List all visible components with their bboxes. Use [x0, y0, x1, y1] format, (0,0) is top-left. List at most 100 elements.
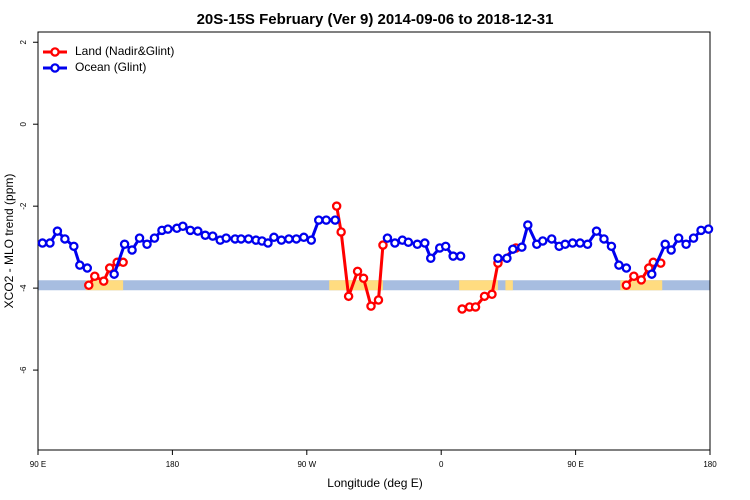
plot-frame	[37, 31, 711, 451]
x-tick-label: 90 E	[567, 460, 583, 469]
y-tick-label: -2	[19, 202, 28, 210]
x-tick-label: 90 E	[30, 460, 46, 469]
point	[457, 304, 467, 314]
point	[45, 238, 55, 248]
point	[546, 234, 557, 244]
point	[221, 233, 231, 243]
point	[673, 233, 684, 243]
point	[688, 233, 699, 243]
point	[614, 260, 624, 270]
point	[696, 225, 706, 236]
y-axis-title: XCO2 - MLO trend (ppm)	[2, 174, 16, 309]
point	[200, 230, 211, 241]
point	[336, 227, 346, 237]
point	[185, 225, 196, 236]
legend-label: Land (Nadir&Glint)	[75, 44, 174, 58]
point	[84, 280, 94, 291]
point	[599, 234, 609, 244]
point	[269, 232, 279, 243]
point	[75, 260, 85, 270]
point	[660, 239, 670, 250]
x-tick-label: 90 W	[297, 460, 316, 469]
point	[149, 233, 160, 243]
point	[343, 291, 354, 302]
point	[60, 234, 70, 244]
point	[299, 232, 309, 243]
point	[207, 231, 218, 241]
point	[621, 280, 632, 291]
point	[378, 240, 388, 250]
point	[82, 263, 93, 273]
point	[306, 235, 317, 245]
x-tick-label: 180	[703, 460, 717, 469]
point	[390, 238, 400, 248]
point	[98, 276, 109, 286]
point	[681, 239, 691, 250]
point	[321, 215, 331, 225]
point	[104, 263, 115, 273]
point	[448, 251, 458, 261]
point	[666, 245, 676, 255]
y-tick-label: 0	[19, 121, 28, 126]
point	[330, 215, 340, 225]
point	[134, 233, 145, 243]
point	[567, 238, 578, 248]
point	[263, 238, 273, 248]
point	[89, 271, 100, 281]
point	[523, 220, 533, 230]
point	[575, 238, 585, 248]
point	[37, 238, 48, 248]
point	[502, 253, 512, 263]
point	[127, 245, 137, 255]
point	[582, 239, 593, 250]
point	[629, 271, 639, 281]
point	[163, 224, 173, 234]
legend-marker	[50, 63, 60, 73]
point	[440, 241, 451, 252]
x-axis-title: Longitude (deg E)	[327, 476, 422, 490]
point	[178, 221, 188, 231]
point	[412, 239, 423, 250]
point	[636, 275, 647, 285]
y-tick-label: -6	[19, 366, 28, 374]
y-tick-label: 2	[19, 39, 28, 44]
point	[69, 241, 79, 252]
point	[331, 201, 342, 211]
point	[52, 226, 63, 236]
point	[493, 253, 503, 263]
point	[284, 234, 294, 244]
y-tick-label: -4	[19, 284, 28, 292]
land-strip	[505, 280, 513, 291]
point	[119, 239, 130, 250]
legend-label: Ocean (Glint)	[75, 60, 146, 74]
point	[291, 234, 302, 244]
point	[703, 224, 714, 234]
point	[382, 233, 393, 243]
point	[606, 241, 617, 252]
x-tick-label: 180	[166, 460, 180, 469]
point	[560, 239, 570, 250]
point	[470, 302, 481, 312]
point	[236, 234, 246, 244]
point	[647, 269, 657, 279]
point	[243, 234, 254, 244]
land-strip	[329, 280, 383, 291]
point	[420, 238, 430, 248]
point	[425, 253, 436, 263]
point	[358, 273, 369, 284]
point	[591, 226, 602, 236]
point	[479, 291, 490, 302]
point	[276, 235, 287, 245]
point	[366, 301, 376, 311]
x-tick-label: 0	[439, 460, 444, 469]
point	[455, 251, 466, 261]
point	[621, 263, 632, 273]
point	[487, 289, 497, 300]
point	[508, 244, 518, 254]
point	[373, 295, 384, 305]
chart-title: 20S-15S February (Ver 9) 2014-09-06 to 2…	[197, 11, 554, 28]
point	[537, 236, 548, 246]
point	[352, 266, 363, 277]
point	[313, 215, 324, 225]
